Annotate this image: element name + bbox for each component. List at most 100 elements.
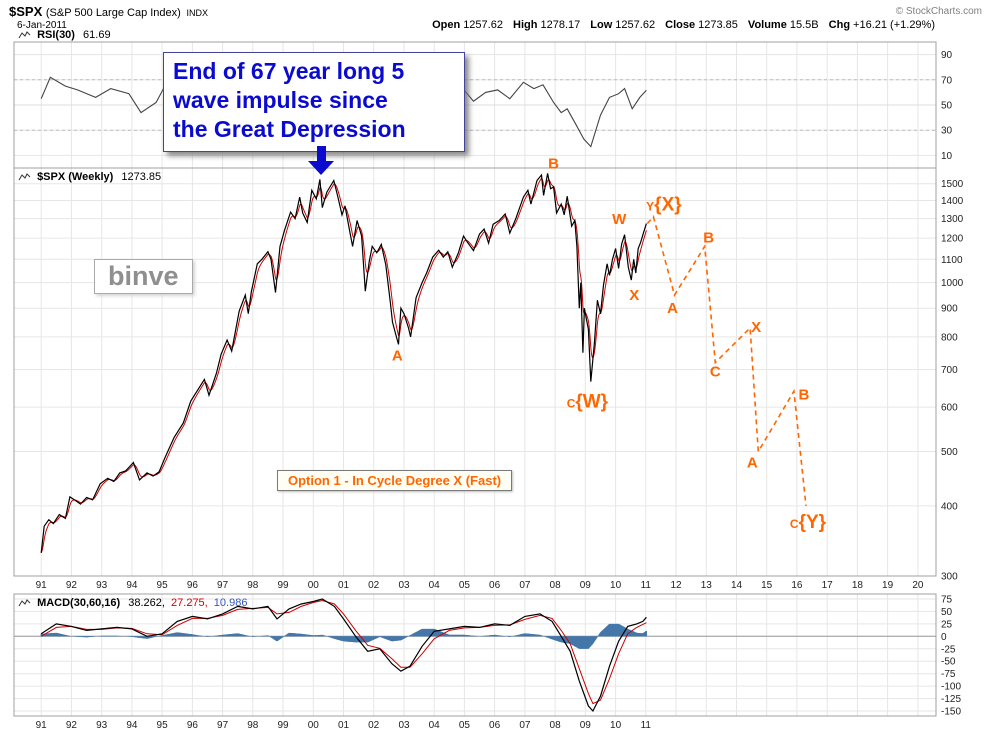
x-axis-year-label: 95: [157, 720, 169, 731]
x-axis-year-label: 08: [550, 720, 562, 731]
y-axis-tick-label: 1400: [941, 196, 964, 207]
open-label: Open: [432, 19, 461, 31]
x-axis-year-label: 91: [36, 580, 48, 591]
x-axis-year-label: 08: [550, 580, 562, 591]
x-axis-year-label: 97: [217, 720, 229, 731]
macd-histogram-value: 10.986: [213, 597, 248, 609]
x-axis-year-label: 96: [187, 580, 199, 591]
wave-label: W: [612, 211, 627, 228]
callout-line-3: the Great Depression: [173, 116, 406, 143]
annotation-callout: End of 67 year long 5 wave impulse since…: [163, 52, 465, 152]
y-axis-tick-label: 70: [941, 75, 953, 86]
x-axis-year-label: 01: [338, 580, 350, 591]
x-axis-year-label: 00: [308, 580, 320, 591]
callout-down-arrow-icon: [308, 146, 334, 175]
y-axis-tick-label: 75: [941, 595, 953, 606]
y-axis-tick-label: -50: [941, 657, 956, 668]
x-axis-year-label: 07: [519, 580, 531, 591]
y-axis-tick-label: 10: [941, 151, 953, 162]
exchange-code: INDX: [186, 8, 208, 18]
macd-title-label: MACD(30,60,16): [37, 597, 121, 609]
quote-date: 6-Jan-2011: [17, 20, 67, 31]
y-axis-tick-label: 500: [941, 447, 958, 458]
x-axis-year-label: 04: [429, 720, 441, 731]
y-axis-tick-label: -75: [941, 669, 956, 680]
y-axis-tick-label: 1100: [941, 255, 963, 266]
x-axis-year-label: 10: [610, 720, 622, 731]
x-axis-year-label: 96: [187, 720, 199, 731]
low-label: Low: [590, 19, 613, 31]
y-axis-tick-label: 300: [941, 572, 958, 583]
indicator-line-icon: [18, 172, 31, 184]
x-axis-year-label: 98: [247, 580, 259, 591]
x-axis-year-label: 97: [217, 580, 229, 591]
close-label: Close: [665, 19, 696, 31]
x-axis-year-label: 03: [398, 720, 410, 731]
x-axis-year-label: 19: [882, 580, 894, 591]
symbol: $SPX: [9, 4, 43, 19]
wave-label: C{Y}: [790, 512, 827, 533]
x-axis-year-label: 01: [338, 720, 350, 731]
x-axis-year-label: 03: [398, 580, 410, 591]
y-axis-tick-label: 90: [941, 50, 953, 61]
price-panel: 1500140013001200110010009008007006005004…: [13, 167, 964, 591]
y-axis-tick-label: 30: [941, 126, 953, 137]
y-axis-tick-label: 50: [941, 101, 953, 112]
callout-line-1: End of 67 year long 5: [173, 58, 405, 84]
macd-signal-value: 27.275,: [171, 597, 208, 609]
y-axis-tick-label: 900: [941, 304, 958, 315]
y-axis-tick-label: -100: [941, 682, 961, 693]
x-axis-year-label: 18: [852, 580, 864, 591]
x-axis-year-label: 09: [580, 580, 592, 591]
x-axis-year-label: 99: [277, 580, 289, 591]
x-axis-year-label: 11: [641, 720, 652, 731]
x-axis-year-label: 93: [96, 720, 108, 731]
macd-histogram: [40, 623, 648, 649]
wave-label: C: [710, 364, 721, 381]
y-axis-tick-label: 600: [941, 403, 958, 414]
x-axis-year-label: 93: [96, 580, 108, 591]
wave-label: A: [747, 455, 758, 472]
x-axis-year-label: 12: [670, 580, 682, 591]
x-axis-year-label: 02: [368, 580, 380, 591]
x-axis-year-label: 20: [912, 580, 924, 591]
volume-value: 15.5B: [789, 19, 819, 31]
x-axis-year-label: 14: [731, 580, 743, 591]
x-axis-year-label: 92: [66, 720, 78, 731]
arrow-shaft: [316, 146, 326, 161]
option-scenario-label: Option 1 - In Cycle Degree X (Fast): [277, 470, 513, 491]
y-axis-tick-label: 700: [941, 365, 958, 376]
low-value: 1257.62: [615, 19, 656, 31]
x-axis-year-label: 04: [429, 580, 441, 591]
wave-label: B: [548, 156, 559, 173]
y-axis-tick-label: 25: [941, 619, 953, 630]
watermark: binve: [94, 259, 193, 294]
price-line: [40, 173, 647, 553]
y-axis-tick-label: 0: [941, 632, 947, 643]
x-axis-year-label: 10: [610, 580, 622, 591]
y-axis-tick-label: -25: [941, 644, 956, 655]
wave-label: A: [667, 300, 678, 317]
callout-line-2: wave impulse since: [173, 87, 388, 114]
symbol-name: (S&P 500 Large Cap Index): [45, 7, 181, 19]
x-axis-year-label: 05: [459, 580, 471, 591]
x-axis-year-label: 94: [126, 580, 138, 591]
x-axis-year-label: 11: [641, 580, 652, 591]
price-title: $SPX (Weekly) 1273.85: [18, 171, 161, 184]
x-axis-year-label: 00: [308, 720, 320, 731]
macd-line: [40, 598, 647, 713]
y-axis-tick-label: 1500: [941, 179, 964, 190]
wave-label: X: [751, 319, 761, 336]
wave-label: C{W}: [567, 392, 609, 413]
x-axis-year-label: 06: [489, 720, 501, 731]
y-axis-tick-label: -150: [941, 707, 961, 718]
high-value: 1278.17: [540, 19, 581, 31]
rsi-title-value: 61.69: [83, 29, 111, 41]
quote-strip: Open 1257.62 High 1278.17 Low 1257.62 Close…: [432, 19, 942, 31]
x-axis-year-label: 98: [247, 720, 259, 731]
x-axis-year-label: 07: [519, 720, 531, 731]
y-axis-tick-label: 1200: [941, 234, 964, 245]
y-axis-tick-label: 50: [941, 607, 953, 618]
